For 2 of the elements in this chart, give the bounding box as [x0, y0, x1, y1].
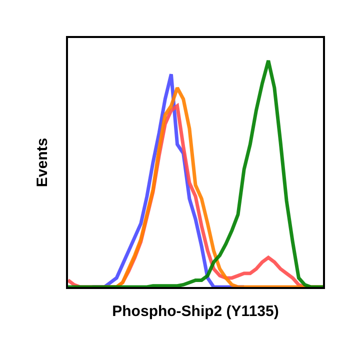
- x-axis-title: Phospho-Ship2 (Y1135): [112, 302, 279, 320]
- y-axis-title: Events: [34, 138, 51, 188]
